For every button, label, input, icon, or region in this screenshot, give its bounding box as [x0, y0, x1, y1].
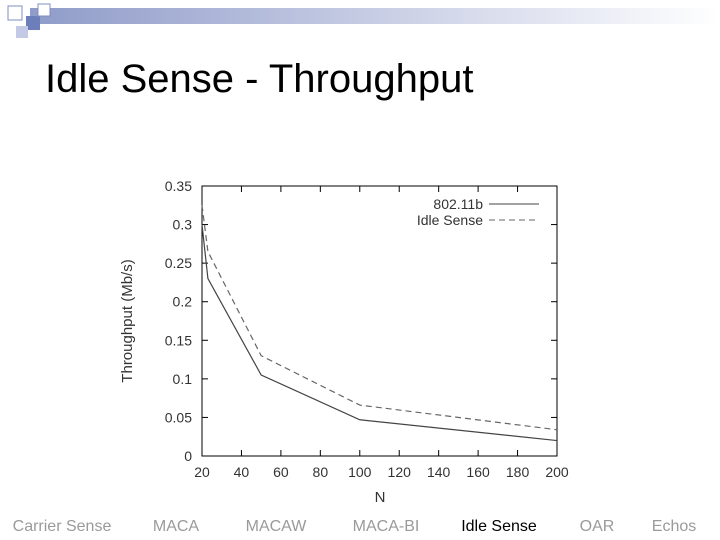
x-tick-label: 60 — [273, 464, 289, 480]
series-line — [201, 205, 558, 431]
nav-item[interactable]: MACAW — [246, 518, 308, 535]
navigation: Carrier Sense MACA MACAW MACA-BI Idle Sense O… — [13, 518, 697, 535]
x-tick-label: 100 — [348, 464, 372, 480]
nav-item[interactable]: MACA-BI — [353, 518, 420, 535]
slide-title: Idle Sense - Throughput — [45, 57, 473, 101]
nav-item[interactable]: Echos — [652, 518, 696, 535]
x-tick-label: 160 — [466, 464, 490, 480]
legend-label: 802.11b — [433, 196, 483, 212]
plot-frame — [201, 185, 558, 457]
y-tick-label: 0.1 — [173, 371, 193, 387]
y-axis-label: Throughput (Mb/s) — [119, 259, 136, 382]
y-tick-label: 0.35 — [165, 178, 192, 194]
nav-item[interactable]: MACA — [153, 518, 200, 535]
x-tick-label: 140 — [427, 464, 451, 480]
x-axis-label: N — [375, 489, 386, 506]
y-tick-label: 0.2 — [173, 294, 193, 310]
x-tick-label: 40 — [234, 464, 250, 480]
y-tick-label: 0 — [184, 448, 192, 464]
nav-item[interactable]: Idle Sense — [461, 518, 537, 535]
legend-label: Idle Sense — [417, 212, 483, 228]
nav-item[interactable]: OAR — [580, 518, 615, 535]
series-line — [201, 224, 558, 442]
y-tick-label: 0.25 — [165, 255, 192, 271]
x-tick-label: 120 — [388, 464, 412, 480]
x-tick-label: 200 — [545, 464, 569, 480]
nav-item[interactable]: Carrier Sense — [13, 518, 112, 535]
y-tick-label: 0.05 — [165, 409, 192, 425]
decoration — [7, 3, 720, 38]
x-tick-label: 20 — [194, 464, 210, 480]
y-tick-label: 0.15 — [165, 332, 192, 348]
x-tick-label: 80 — [313, 464, 329, 480]
x-tick-label: 180 — [506, 464, 530, 480]
y-tick-label: 0.3 — [173, 217, 193, 233]
